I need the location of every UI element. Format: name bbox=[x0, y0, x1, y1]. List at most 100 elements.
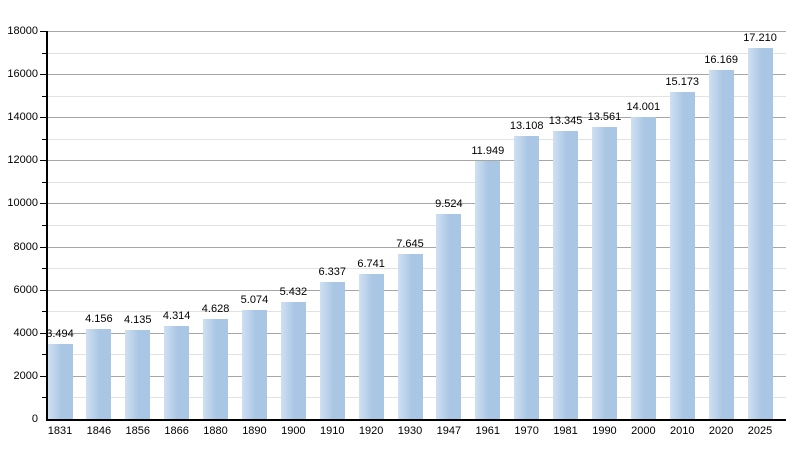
y-axis-label: 6000 bbox=[13, 283, 38, 296]
gridline-major bbox=[48, 246, 786, 248]
x-axis-label: 2020 bbox=[708, 425, 734, 437]
y-axis-tick bbox=[40, 31, 46, 32]
y-axis-label: 0 bbox=[31, 413, 38, 425]
bar bbox=[164, 326, 190, 419]
bar bbox=[630, 117, 656, 419]
gridline-minor bbox=[48, 181, 786, 183]
bar-value-label: 14.001 bbox=[626, 101, 661, 114]
y-axis-tick bbox=[42, 95, 46, 97]
y-axis-tick bbox=[40, 246, 46, 248]
x-axis-label: 2010 bbox=[669, 425, 695, 437]
bar-value-label: 3.494 bbox=[46, 327, 74, 340]
y-axis-tick bbox=[42, 354, 46, 356]
y-axis-tick bbox=[40, 375, 46, 377]
bar-value-label: 5.432 bbox=[279, 285, 308, 298]
gridline-minor bbox=[48, 52, 786, 54]
gridline-major bbox=[48, 117, 786, 119]
x-axis-label: 1846 bbox=[86, 425, 112, 437]
y-axis-tick bbox=[40, 332, 46, 334]
bar-value-label: 6.337 bbox=[318, 266, 346, 279]
bar bbox=[475, 161, 501, 419]
y-axis-tick bbox=[40, 203, 46, 205]
gridline-minor bbox=[48, 225, 786, 226]
y-axis-tick bbox=[42, 397, 46, 399]
y-axis-label: 18000 bbox=[7, 25, 38, 37]
y-axis-label: 16000 bbox=[7, 68, 38, 81]
gridline-major bbox=[48, 31, 786, 32]
bar-value-label: 5.074 bbox=[240, 293, 269, 306]
y-axis-label: 10000 bbox=[7, 197, 38, 210]
y-axis-tick bbox=[42, 52, 46, 54]
bar bbox=[203, 319, 229, 419]
x-axis-label: 1990 bbox=[592, 425, 617, 437]
x-axis-label: 1900 bbox=[281, 425, 306, 437]
bar bbox=[358, 273, 384, 419]
x-axis-label: 1880 bbox=[203, 425, 228, 437]
y-axis-tick bbox=[40, 117, 46, 119]
bar-value-label: 16.169 bbox=[704, 54, 738, 67]
gridline-minor bbox=[48, 95, 786, 97]
bar bbox=[553, 131, 579, 419]
bar bbox=[591, 126, 617, 419]
y-axis-tick bbox=[42, 181, 46, 183]
x-axis-label: 1930 bbox=[397, 425, 423, 437]
y-axis-label: 8000 bbox=[13, 240, 38, 253]
gridline-minor bbox=[48, 138, 786, 140]
x-axis-line bbox=[46, 419, 786, 421]
x-axis-label: 1910 bbox=[319, 425, 345, 437]
x-axis-label: 1856 bbox=[125, 425, 150, 437]
gridline-major bbox=[48, 74, 786, 76]
gridline-major bbox=[48, 160, 786, 162]
y-axis-label: 12000 bbox=[7, 154, 38, 167]
bar-value-label: 4.314 bbox=[162, 310, 191, 323]
y-axis-label: 14000 bbox=[7, 111, 38, 124]
bar bbox=[86, 329, 112, 419]
bar-value-label: 6.741 bbox=[357, 257, 385, 270]
bar-value-label: 13.108 bbox=[509, 120, 544, 133]
bar bbox=[319, 282, 345, 419]
y-axis-tick bbox=[42, 138, 46, 140]
y-axis-label: 2000 bbox=[13, 369, 38, 382]
bar bbox=[747, 48, 773, 419]
bar bbox=[669, 91, 695, 419]
x-axis-label: 1970 bbox=[514, 425, 539, 437]
bar-value-label: 17.210 bbox=[743, 32, 777, 45]
x-axis-label: 2000 bbox=[631, 425, 656, 437]
bar-value-label: 7.645 bbox=[396, 238, 424, 251]
y-axis-tick bbox=[40, 289, 46, 291]
bar bbox=[241, 309, 267, 419]
y-axis-tick bbox=[40, 74, 46, 76]
bar bbox=[280, 301, 306, 419]
y-axis-tick bbox=[42, 311, 46, 313]
x-axis-label: 1831 bbox=[47, 425, 73, 437]
bar-value-label: 4.628 bbox=[201, 303, 230, 316]
bar-value-label: 4.156 bbox=[85, 313, 113, 326]
gridline-major bbox=[48, 203, 786, 205]
bar bbox=[125, 329, 151, 419]
bar bbox=[708, 70, 734, 419]
y-axis-tick bbox=[42, 225, 46, 226]
bar bbox=[397, 254, 423, 419]
x-axis-label: 1961 bbox=[475, 425, 501, 437]
plot-area: 0 2000 4000 6000 8000 10000 12000 14000 16000 180… bbox=[7, 25, 786, 437]
bar-value-label: 13.561 bbox=[587, 110, 622, 123]
bar-value-label: 15.173 bbox=[665, 75, 700, 88]
bar bbox=[514, 136, 540, 419]
bar bbox=[436, 213, 462, 419]
bar bbox=[47, 343, 73, 419]
x-axis-label: 1920 bbox=[358, 425, 384, 437]
x-axis-label: 1890 bbox=[242, 425, 267, 437]
x-axis-label: 2025 bbox=[747, 425, 773, 437]
y-axis-line bbox=[46, 31, 48, 419]
y-axis-tick bbox=[40, 160, 46, 162]
x-axis-label: 1981 bbox=[553, 425, 578, 437]
x-axis-label: 1947 bbox=[436, 425, 462, 437]
bar-value-label: 13.345 bbox=[548, 115, 583, 128]
bar-value-label: 4.135 bbox=[124, 313, 152, 326]
bar-value-label: 9.524 bbox=[435, 197, 463, 210]
bar-value-label: 11.949 bbox=[471, 145, 505, 158]
y-axis-tick bbox=[42, 268, 46, 270]
y-axis-label: 4000 bbox=[13, 326, 38, 339]
x-axis-label: 1866 bbox=[164, 425, 189, 437]
